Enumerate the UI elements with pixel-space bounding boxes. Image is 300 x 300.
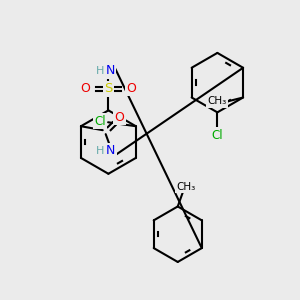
Text: O: O: [81, 82, 91, 95]
Text: O: O: [115, 111, 124, 124]
Text: N: N: [106, 145, 115, 158]
Text: CH₃: CH₃: [208, 97, 227, 106]
Text: N: N: [106, 64, 115, 77]
Text: Cl: Cl: [94, 115, 106, 128]
Text: H: H: [96, 66, 105, 76]
Text: S: S: [104, 82, 112, 95]
Text: O: O: [126, 82, 136, 95]
Text: CH₃: CH₃: [176, 182, 195, 192]
Text: Cl: Cl: [212, 129, 223, 142]
Text: H: H: [96, 146, 104, 156]
